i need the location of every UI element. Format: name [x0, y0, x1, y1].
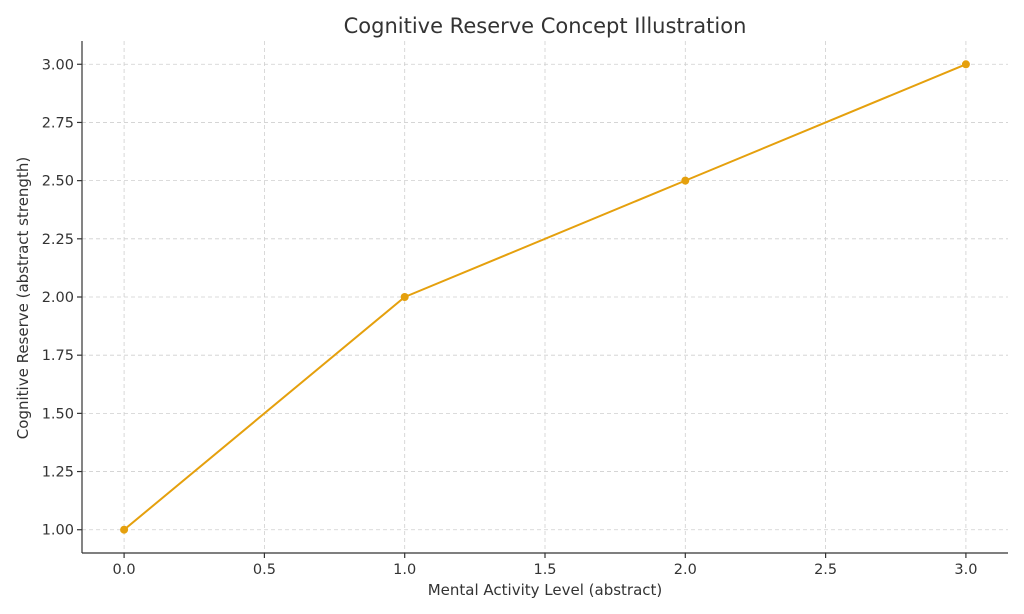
y-tick-label: 1.50 — [42, 406, 74, 422]
series-line — [123, 63, 967, 531]
grid-lines — [82, 41, 1008, 553]
y-tick-label: 1.00 — [42, 523, 74, 539]
data-point — [400, 293, 409, 301]
y-tick-label: 1.75 — [42, 348, 74, 364]
y-axis-ticks: 1.00 1.25 1.50 1.75 2.00 2.25 2.50 2.75 3.00 — [42, 57, 82, 539]
y-tick-label: 3.00 — [42, 57, 74, 73]
y-tick-label: 2.25 — [42, 232, 74, 248]
y-tick-label: 2.75 — [42, 115, 74, 131]
y-axis-label: Cognitive Reserve (abstract strength) — [14, 157, 32, 439]
data-point — [120, 525, 129, 534]
y-tick-label: 1.25 — [42, 465, 74, 481]
y-tick-label: 2.00 — [42, 290, 74, 306]
chart-title: Cognitive Reserve Concept Illustration — [344, 14, 747, 38]
x-tick-label: 2.0 — [674, 562, 697, 578]
x-tick-label: 2.5 — [814, 562, 837, 578]
x-tick-label: 3.0 — [954, 562, 977, 578]
x-tick-label: 1.5 — [533, 562, 556, 578]
x-tick-label: 1.0 — [393, 562, 416, 578]
x-tick-label: 0.5 — [253, 562, 276, 578]
data-point — [961, 60, 970, 69]
data-point — [681, 176, 690, 185]
x-axis-ticks: 0.0 0.5 1.0 1.5 2.0 2.5 3.0 — [113, 553, 977, 578]
x-axis-label: Mental Activity Level (abstract) — [428, 581, 663, 599]
series-layer — [120, 60, 970, 534]
x-tick-label: 0.0 — [113, 562, 136, 578]
y-tick-label: 2.50 — [42, 174, 74, 190]
